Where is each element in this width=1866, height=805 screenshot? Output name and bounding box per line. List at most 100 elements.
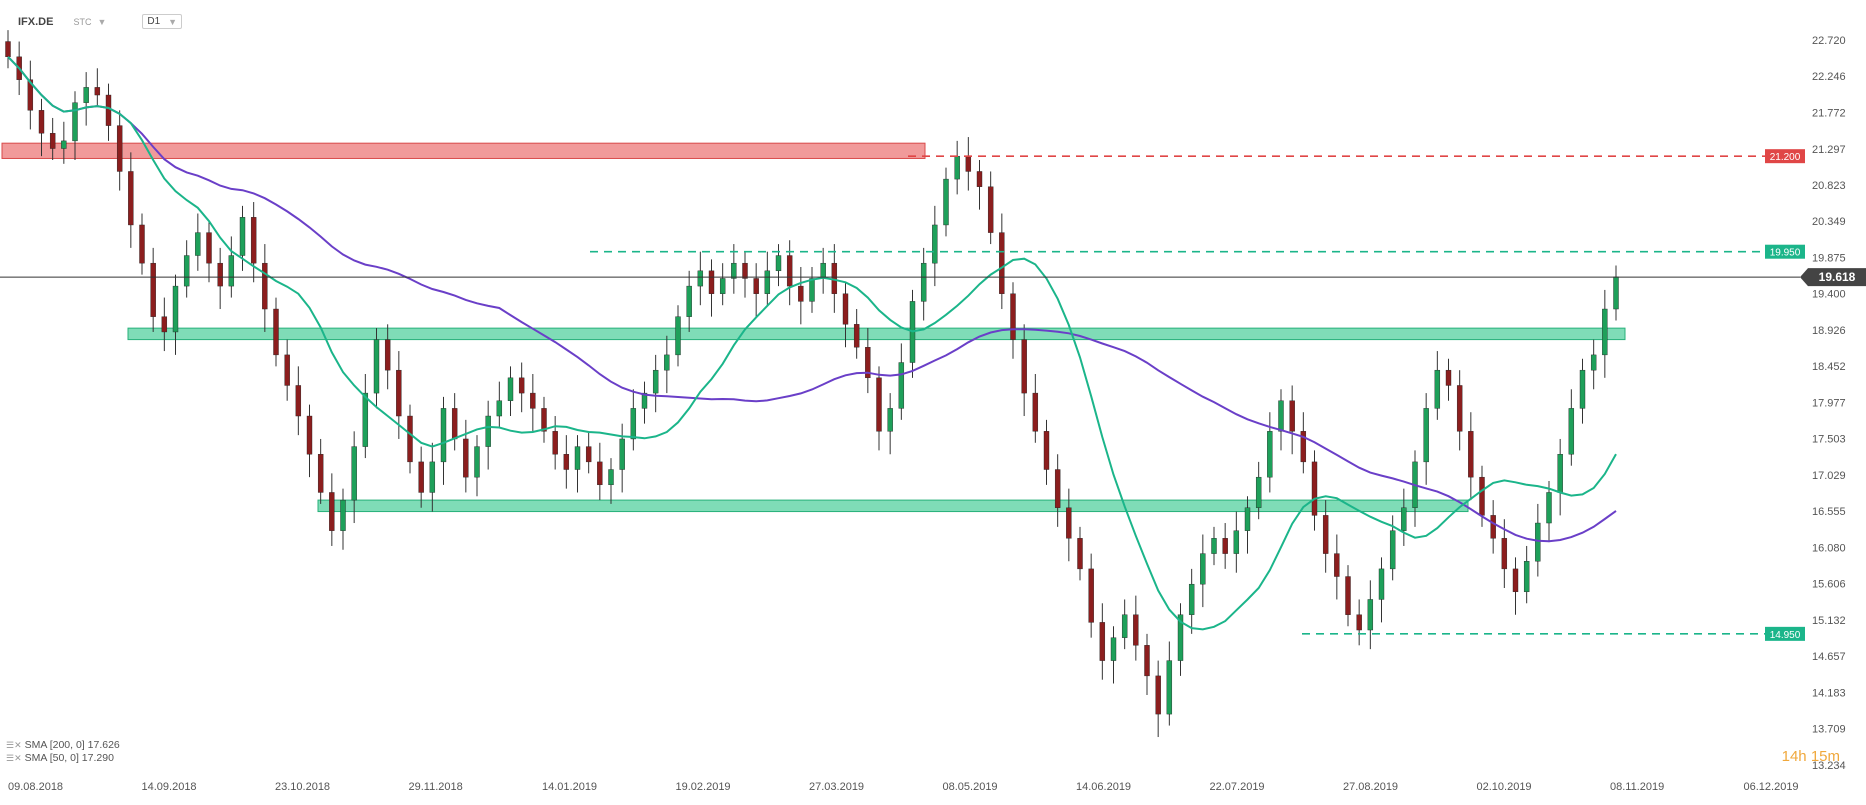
x-tick-label: 14.01.2019 xyxy=(542,781,597,793)
y-tick-label: 21.297 xyxy=(1812,144,1846,156)
y-tick-label: 19.875 xyxy=(1812,252,1846,264)
candle-body xyxy=(239,217,246,256)
countdown-hours: 14 xyxy=(1781,748,1799,765)
candle-body xyxy=(61,140,67,149)
candle-body xyxy=(1211,538,1217,554)
candle-body xyxy=(999,232,1005,294)
zone-support xyxy=(127,327,1626,341)
candle-body xyxy=(206,232,212,264)
candle-body xyxy=(965,155,972,172)
legend-sma50[interactable]: ☰✕ SMA [50, 0] 17.290 xyxy=(6,752,120,765)
level-tag-label: 21.200 xyxy=(1770,152,1801,163)
candle-body xyxy=(1356,614,1362,631)
y-tick-label: 17.977 xyxy=(1812,398,1846,410)
candle-body xyxy=(1322,515,1329,554)
indicator-legend: ☰✕ SMA [200, 0] 17.626 ☰✕ SMA [50, 0] 17… xyxy=(6,739,120,765)
candle-body xyxy=(373,339,380,394)
chevron-down-icon[interactable]: ▼ xyxy=(97,16,107,27)
candle-body xyxy=(351,446,357,501)
candle-body xyxy=(775,255,782,272)
timeframe-selector[interactable]: D1 ▼ xyxy=(142,14,183,29)
candle-body xyxy=(94,87,101,96)
candle-body xyxy=(1267,431,1273,478)
candle-body xyxy=(530,392,536,409)
y-tick-label: 18.926 xyxy=(1812,325,1846,337)
candle-body xyxy=(306,415,313,455)
candle-body xyxy=(1043,431,1050,470)
candle-body xyxy=(1434,369,1441,409)
x-tick-label: 27.08.2019 xyxy=(1343,781,1398,793)
candle-body xyxy=(574,446,581,470)
candle-body xyxy=(541,408,547,432)
x-tick-label: 02.10.2019 xyxy=(1477,781,1532,793)
candle-countdown: 14h 15m xyxy=(1782,748,1840,765)
y-tick-label: 17.029 xyxy=(1812,470,1846,482)
candle-body xyxy=(1200,553,1206,585)
legend-sma200[interactable]: ☰✕ SMA [200, 0] 17.626 xyxy=(6,739,120,752)
candle-body xyxy=(742,262,748,279)
symbol-label[interactable]: IFX.DE xyxy=(18,15,54,28)
y-tick-label: 15.132 xyxy=(1812,615,1846,627)
candle-body xyxy=(150,262,156,317)
candle-body xyxy=(518,377,525,394)
timeframe-value: D1 xyxy=(147,16,161,27)
candle-body xyxy=(1155,675,1161,715)
x-tick-label: 08.05.2019 xyxy=(943,781,998,793)
candle-body xyxy=(920,262,927,302)
candle-body xyxy=(217,262,223,287)
candle-body xyxy=(954,155,960,180)
candle-body xyxy=(652,369,659,394)
y-tick-label: 13.709 xyxy=(1812,724,1846,736)
candle-body xyxy=(1557,454,1563,493)
settings-icon[interactable]: ☰✕ xyxy=(6,753,22,763)
y-tick-label: 16.555 xyxy=(1812,506,1846,518)
candle-body xyxy=(1501,538,1508,570)
sma50-line xyxy=(7,56,1617,631)
candle-body xyxy=(764,270,771,294)
settings-icon[interactable]: ☰✕ xyxy=(6,740,22,750)
candle-body xyxy=(262,262,268,310)
candle-body xyxy=(418,461,424,493)
candle-body xyxy=(273,308,279,356)
candle-body xyxy=(798,285,804,302)
legend-sma200-label: SMA [200, 0] 17.626 xyxy=(24,739,120,751)
y-tick-label: 14.657 xyxy=(1812,651,1846,663)
candle-body xyxy=(1456,385,1463,432)
candle-body xyxy=(585,446,592,463)
candle-body xyxy=(809,278,815,302)
candle-body xyxy=(1423,408,1429,463)
candle-body xyxy=(1334,553,1340,577)
y-tick-label: 14.183 xyxy=(1812,687,1846,699)
candle-body xyxy=(719,278,726,294)
candle-body xyxy=(853,324,860,348)
candle-body xyxy=(474,446,480,478)
x-tick-label: 08.11.2019 xyxy=(1610,781,1664,793)
candle-body xyxy=(83,87,89,103)
candle-body xyxy=(317,454,324,493)
candle-body xyxy=(1367,599,1374,631)
current-price-tag xyxy=(1800,268,1866,287)
candle-body xyxy=(1535,522,1541,562)
instrument-type: STC xyxy=(73,16,92,27)
chart-header: IFX.DE STC ▼ D1 ▼ xyxy=(18,14,183,29)
candle-body xyxy=(295,385,302,417)
level-tag xyxy=(1765,244,1805,259)
candle-body xyxy=(1579,369,1586,409)
candle-body xyxy=(987,186,994,233)
candle-body xyxy=(1032,392,1039,432)
candle-body xyxy=(1099,622,1106,661)
candle-body xyxy=(440,408,447,463)
y-tick-label: 22.246 xyxy=(1812,71,1846,83)
sma200-line xyxy=(7,56,1617,543)
candle-body xyxy=(183,255,190,287)
candle-body xyxy=(1568,408,1575,455)
candle-body xyxy=(485,415,491,447)
candle-body xyxy=(708,270,715,294)
candle-body xyxy=(786,255,793,287)
candle-body xyxy=(697,270,704,287)
level-tag-label: 14.950 xyxy=(1770,630,1801,641)
level-tag-label: 19.950 xyxy=(1770,248,1801,259)
countdown-minutes: 15 xyxy=(1810,748,1828,765)
candle-body xyxy=(1490,515,1496,539)
